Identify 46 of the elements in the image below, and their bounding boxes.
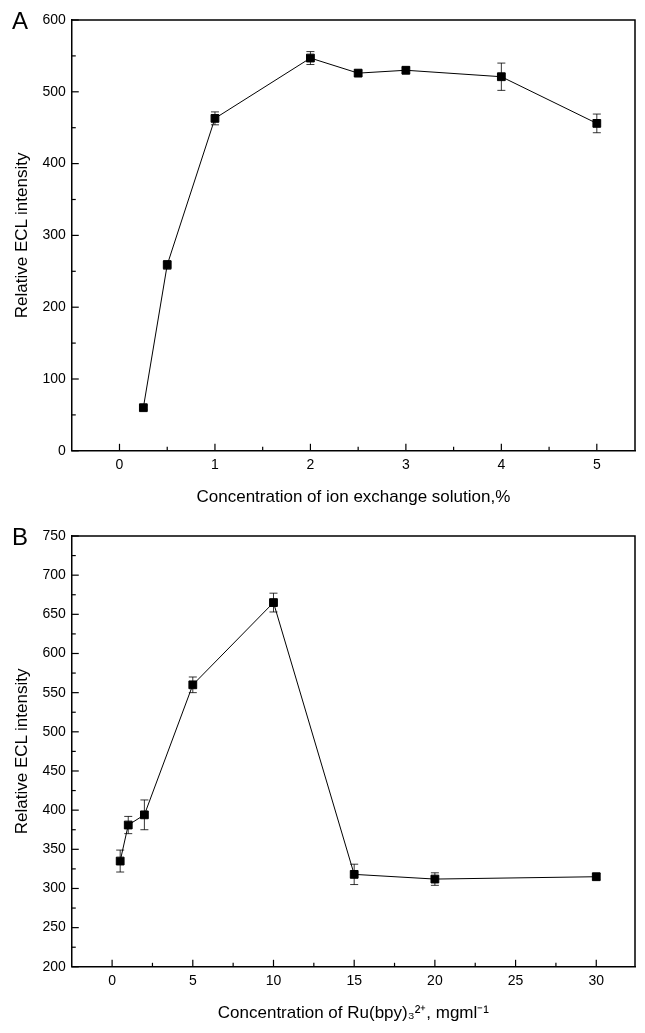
y-tick-label: 400 — [42, 154, 66, 171]
point — [123, 820, 133, 830]
x-tick-label: 2 — [306, 456, 315, 473]
y-tick-label: 300 — [42, 226, 66, 243]
x-tick-label: 10 — [265, 972, 282, 989]
x-axis-title: Concentration of Ru(bpy)₃²⁺, mgml⁻¹ — [217, 1003, 490, 1023]
y-tick-label: 250 — [42, 918, 66, 935]
y-tick-label: 200 — [42, 298, 66, 315]
x-tick-label: 5 — [188, 972, 197, 989]
point — [592, 119, 602, 128]
x-tick-label: 30 — [588, 972, 605, 989]
chart-title: A — [12, 6, 29, 34]
point — [269, 598, 278, 607]
x-tick-label: 0 — [108, 972, 117, 989]
x-tick-label: 15 — [346, 972, 363, 989]
y-tick-label: 100 — [42, 369, 66, 386]
y-tick-label: 600 — [42, 10, 66, 27]
y-tick-label: 500 — [42, 722, 66, 739]
y-tick-label: 500 — [42, 82, 66, 99]
x-tick-label: 0 — [115, 456, 124, 473]
x-tick-label: 20 — [427, 972, 443, 989]
y-axis-title: Relative ECL intensity — [11, 152, 31, 319]
y-tick-label: 300 — [42, 879, 66, 896]
point — [188, 680, 198, 690]
x-tick-label: 3 — [401, 456, 410, 473]
point — [115, 856, 125, 866]
x-tick-label: 25 — [507, 972, 524, 989]
x-axis-title: Concentration of ion exchange solution,% — [196, 487, 511, 507]
y-tick-label: 550 — [42, 683, 66, 700]
y-tick-label: 600 — [42, 644, 66, 661]
point — [139, 810, 149, 820]
y-tick-label: 400 — [42, 801, 66, 817]
y-tick-label: 0 — [57, 441, 66, 458]
y-tick-label: 200 — [42, 957, 66, 974]
y-tick-label: 350 — [42, 840, 66, 857]
y-tick-label: 700 — [42, 566, 66, 583]
y-axis-title: Relative ECL intensity — [11, 668, 31, 835]
y-tick-label: 750 — [42, 526, 66, 543]
chart-title: B — [12, 522, 29, 550]
y-tick-label: 450 — [42, 761, 66, 778]
y-tick-label: 650 — [42, 605, 66, 622]
x-tick-label: 4 — [497, 456, 506, 473]
point — [496, 72, 506, 82]
x-tick-label: 1 — [211, 456, 220, 473]
x-tick-label: 5 — [592, 456, 601, 473]
point — [349, 869, 359, 879]
